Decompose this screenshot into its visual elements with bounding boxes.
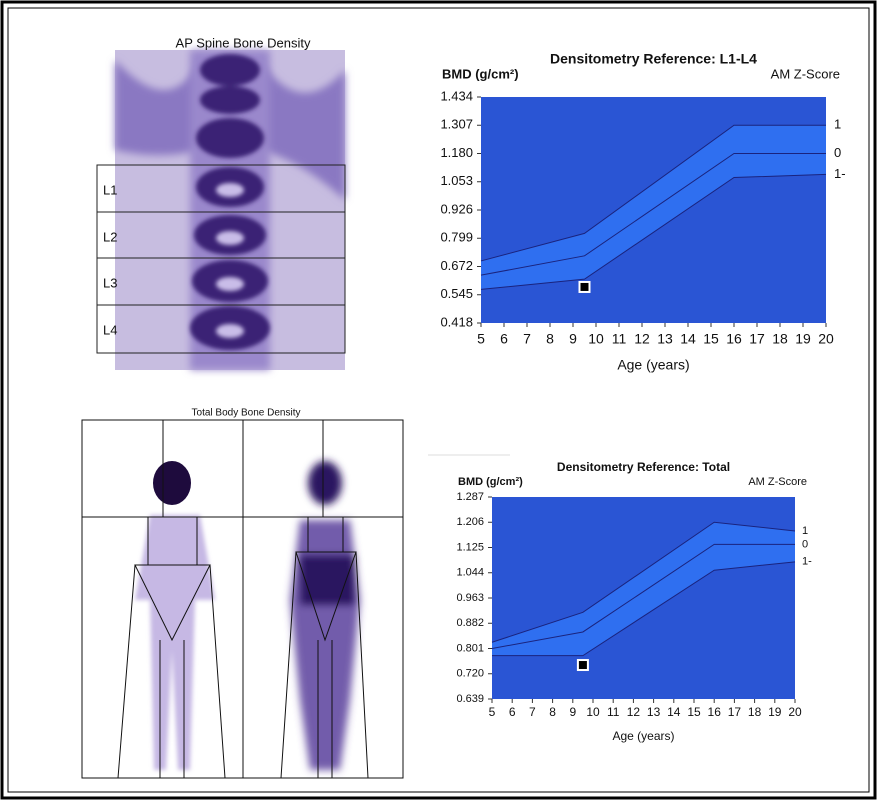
y-tick-label: 0.882	[456, 617, 484, 629]
soft-tissue	[290, 461, 360, 770]
chart-title: Densitometry Reference: Total	[557, 460, 730, 474]
y-tick-label: 0.799	[440, 230, 473, 245]
z-score-label: 1	[834, 117, 841, 132]
skeleton	[135, 515, 215, 770]
x-tick-label: 10	[588, 331, 604, 347]
y-tick-label: 0.672	[440, 258, 473, 273]
y2-axis-label: AM Z-Score	[771, 66, 840, 81]
x-tick-label: 16	[708, 705, 722, 719]
x-tick-label: 17	[749, 331, 765, 347]
y-tick-label: 0.418	[440, 314, 473, 329]
y-tick-label: 1.307	[440, 117, 473, 132]
x-tick-label: 19	[768, 705, 782, 719]
y-tick-label: 1.287	[456, 491, 484, 503]
x-tick-label: 11	[607, 705, 620, 719]
figure: AP Spine Bone Density L1 L2 L3 L4 Total …	[0, 0, 877, 800]
x-tick-label: 6	[500, 331, 508, 347]
x-tick-label: 18	[748, 705, 762, 719]
body-image: Total Body Bone Density	[82, 408, 403, 778]
patient-point	[580, 282, 590, 292]
x-tick-label: 15	[703, 331, 719, 347]
x-tick-label: 17	[728, 705, 742, 719]
x-tick-label: 20	[788, 705, 802, 719]
skull	[153, 461, 191, 505]
x-tick-label: 11	[612, 331, 627, 347]
x-tick-label: 14	[680, 331, 696, 347]
x-tick-label: 9	[569, 331, 577, 347]
y-tick-label: 0.963	[456, 592, 484, 604]
region-label: L3	[103, 275, 117, 290]
page: AP Spine Bone Density L1 L2 L3 L4 Total …	[0, 0, 877, 800]
x-tick-label: 13	[657, 331, 673, 347]
x-tick-label: 19	[795, 331, 811, 347]
x-tick-label: 13	[647, 705, 661, 719]
y-tick-label: 1.206	[456, 516, 484, 528]
x-tick-label: 7	[529, 705, 536, 719]
region-label: L4	[103, 322, 117, 337]
x-axis-label: Age (years)	[617, 357, 689, 373]
region-label: L1	[103, 182, 117, 197]
y2-axis-label: AM Z-Score	[748, 476, 807, 488]
y-tick-label: 1.053	[440, 173, 473, 188]
y-tick-label: 1.180	[440, 145, 473, 160]
x-tick-label: 20	[818, 331, 834, 347]
z-score-label: 0	[802, 538, 808, 550]
x-tick-label: 8	[546, 331, 554, 347]
z-score-label: 0	[834, 145, 841, 160]
x-tick-label: 7	[523, 331, 531, 347]
y-tick-label: 0.926	[440, 201, 473, 216]
x-tick-label: 10	[586, 705, 600, 719]
x-tick-label: 12	[627, 705, 641, 719]
x-tick-label: 15	[687, 705, 701, 719]
y-tick-label: 0.545	[440, 286, 473, 301]
image-title: AP Spine Bone Density	[176, 35, 311, 50]
x-tick-label: 12	[634, 331, 650, 347]
y-tick-label: 0.801	[456, 642, 484, 654]
x-tick-label: 18	[772, 331, 788, 347]
z-score-label: 1-	[802, 556, 812, 568]
z-score-label: 1-	[834, 166, 846, 181]
image-title: Total Body Bone Density	[192, 408, 301, 419]
chart-title: Densitometry Reference: L1-L4	[550, 51, 757, 67]
region-label: L2	[103, 229, 117, 244]
spine-image: AP Spine Bone Density L1 L2 L3 L4	[97, 35, 345, 370]
x-tick-label: 6	[509, 705, 516, 719]
x-tick-label: 5	[489, 705, 496, 719]
z-score-label: 1	[802, 525, 808, 537]
x-tick-label: 8	[549, 705, 556, 719]
y-axis-label: BMD (g/cm²)	[442, 66, 519, 81]
y-axis-label: BMD (g/cm²)	[458, 476, 523, 488]
y-tick-label: 0.639	[456, 693, 484, 705]
x-tick-label: 5	[477, 331, 485, 347]
x-tick-label: 14	[667, 705, 681, 719]
x-tick-label: 16	[726, 331, 742, 347]
patient-point	[578, 660, 588, 670]
x-axis-label: Age (years)	[612, 729, 674, 743]
y-tick-label: 1.044	[456, 567, 484, 579]
y-tick-label: 0.720	[456, 668, 484, 680]
y-tick-label: 1.125	[456, 541, 484, 553]
y-tick-label: 1.434	[440, 88, 473, 103]
x-tick-label: 9	[569, 705, 576, 719]
